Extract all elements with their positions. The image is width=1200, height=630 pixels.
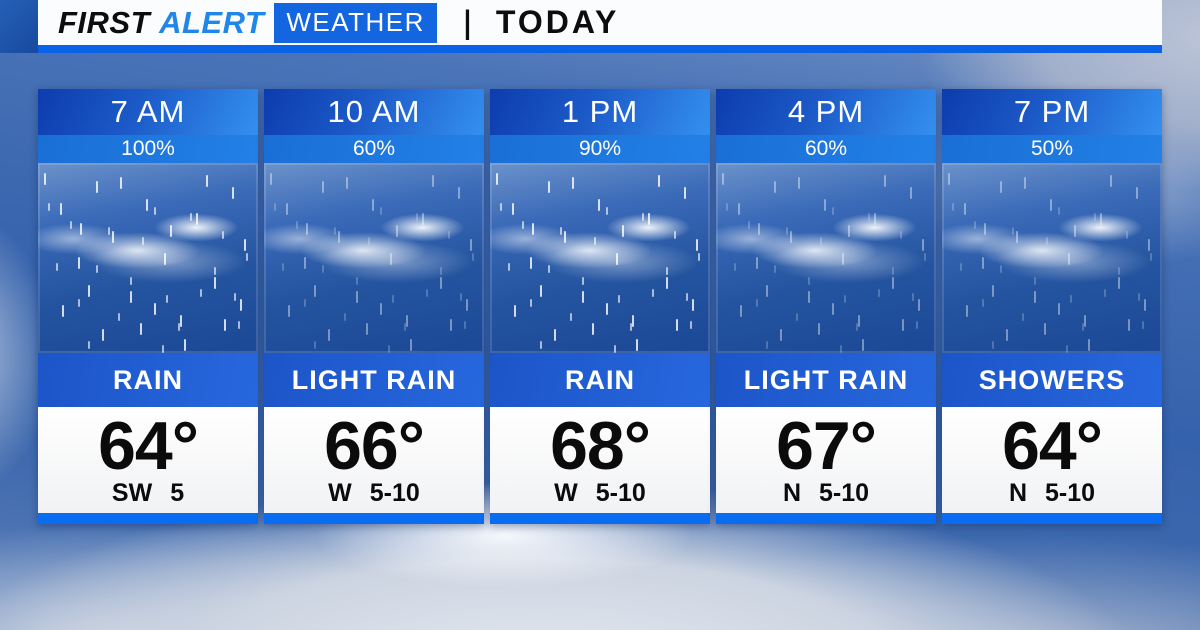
condition-label: LIGHT RAIN xyxy=(264,353,484,407)
condition-label: SHOWERS xyxy=(942,353,1162,407)
wind-speed: 5-10 xyxy=(595,479,646,508)
time-label: 10 AM xyxy=(264,89,484,135)
forecast-column-1pm: 1 PM 90% RAIN 68° W 5-10 xyxy=(490,89,710,524)
brand-first: FIRST xyxy=(58,4,151,40)
forecast-column-7pm: 7 PM 50% SHOWERS 64° N 5-10 xyxy=(942,89,1162,524)
forecast-columns: 7 AM 100% RAIN 64° SW 5 10 AM 60% LIGHT … xyxy=(38,89,1162,524)
wind-info: SW 5 xyxy=(112,479,184,508)
temperature-value: 64° xyxy=(98,407,199,484)
time-label: 1 PM xyxy=(490,89,710,135)
temperature-value: 67° xyxy=(776,407,877,484)
wind-speed: 5 xyxy=(170,479,185,508)
temperature-value: 68° xyxy=(550,407,651,484)
temperature-value: 64° xyxy=(1002,407,1103,484)
wind-info: W 5-10 xyxy=(328,479,420,508)
wind-direction: N xyxy=(782,479,801,508)
temperature-value: 66° xyxy=(324,407,425,484)
time-label: 4 PM xyxy=(716,89,936,135)
sky-photo-rain xyxy=(38,163,258,353)
first-alert-weather-logo: FIRST ALERT WEATHER xyxy=(58,2,437,43)
precip-chance: 100% xyxy=(38,135,258,163)
sky-photo-rain xyxy=(942,163,1162,353)
condition-label: LIGHT RAIN xyxy=(716,353,936,407)
temperature-block: 67° N 5-10 xyxy=(716,407,936,513)
wind-info: W 5-10 xyxy=(554,479,646,508)
forecast-column-4pm: 4 PM 60% LIGHT RAIN 67° N 5-10 xyxy=(716,89,936,524)
precip-chance: 90% xyxy=(490,135,710,163)
condition-label: RAIN xyxy=(490,353,710,407)
sky-photo-rain xyxy=(490,163,710,353)
separator-bar: | xyxy=(463,4,471,40)
wind-direction: N xyxy=(1008,479,1027,508)
wind-speed: 5-10 xyxy=(819,479,870,508)
wind-speed: 5-10 xyxy=(369,479,420,508)
column-footer-bar xyxy=(38,513,258,524)
wind-speed: 5-10 xyxy=(1045,479,1096,508)
condition-label: RAIN xyxy=(38,353,258,407)
column-footer-bar xyxy=(942,513,1162,524)
precip-chance: 60% xyxy=(264,135,484,163)
column-footer-bar xyxy=(490,513,710,524)
wind-direction: W xyxy=(328,479,352,508)
time-label: 7 PM xyxy=(942,89,1162,135)
page-title: TODAY xyxy=(495,4,620,40)
wind-direction: SW xyxy=(111,479,153,508)
wind-direction: W xyxy=(554,479,578,508)
corner-accent xyxy=(0,0,38,53)
sky-photo-rain xyxy=(716,163,936,353)
sky-photo-rain xyxy=(264,163,484,353)
temperature-block: 66° W 5-10 xyxy=(264,407,484,513)
precip-chance: 50% xyxy=(942,135,1162,163)
wind-info: N 5-10 xyxy=(1009,479,1095,508)
precip-chance: 60% xyxy=(716,135,936,163)
temperature-block: 68° W 5-10 xyxy=(490,407,710,513)
forecast-column-10am: 10 AM 60% LIGHT RAIN 66° W 5-10 xyxy=(264,89,484,524)
column-footer-bar xyxy=(716,513,936,524)
forecast-column-7am: 7 AM 100% RAIN 64° SW 5 xyxy=(38,89,258,524)
brand-weather-badge: WEATHER xyxy=(274,2,437,43)
temperature-block: 64° N 5-10 xyxy=(942,407,1162,513)
brand-alert: ALERT xyxy=(159,4,265,40)
column-footer-bar xyxy=(264,513,484,524)
temperature-block: 64° SW 5 xyxy=(38,407,258,513)
wind-info: N 5-10 xyxy=(783,479,869,508)
header-bar: FIRST ALERT WEATHER | TODAY xyxy=(38,0,1162,53)
time-label: 7 AM xyxy=(38,89,258,135)
